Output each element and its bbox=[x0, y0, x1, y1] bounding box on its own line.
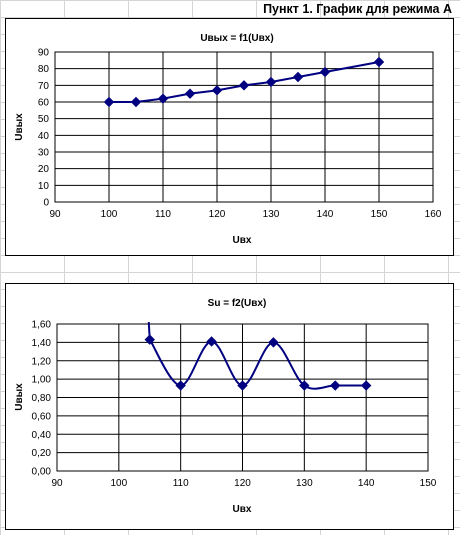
chart-2-series-line bbox=[148, 339, 367, 390]
chart-1-y-tick-label: 0 bbox=[43, 198, 49, 209]
chart-2-y-tick-label: 0,40 bbox=[32, 430, 52, 441]
chart-1-data-point[interactable] bbox=[373, 56, 385, 68]
chart-1-x-tick-label: 110 bbox=[155, 209, 171, 220]
chart-1-data-point[interactable] bbox=[184, 88, 196, 99]
chart-1-title: Uвых = f1(Uвх) bbox=[200, 33, 273, 44]
chart-2-x-tick-label: 110 bbox=[173, 478, 189, 489]
chart-1-y-tick-label: 20 bbox=[38, 164, 50, 175]
chart-2-x-tick-label: 100 bbox=[110, 478, 127, 489]
chart-1-x-tick-label: 130 bbox=[263, 209, 280, 220]
chart-1-x-axis-label: Uвх bbox=[233, 235, 252, 246]
chart-2-data-point[interactable] bbox=[237, 380, 248, 391]
chart-1-y-tick-label: 40 bbox=[38, 131, 50, 142]
chart-1-x-tick-label: 90 bbox=[49, 209, 61, 220]
chart-2-y-tick-label: 1,40 bbox=[32, 338, 52, 349]
chart-2-data-point[interactable] bbox=[330, 380, 341, 391]
chart-2-y-tick-label: 0,60 bbox=[32, 411, 52, 422]
chart-1-plot-area bbox=[54, 51, 434, 203]
page-title: Пункт 1. График для режима А bbox=[263, 2, 452, 16]
chart-2-x-tick-label: 120 bbox=[234, 478, 251, 489]
chart-2-svg: Su = f2(Uвх) 90 100 110 120 130 140 150 0,00 0,20… bbox=[14, 298, 437, 515]
chart-1-y-tick-label: 10 bbox=[38, 181, 50, 192]
chart-1-y-tick-label: 30 bbox=[38, 148, 50, 159]
chart-1-data-point[interactable] bbox=[265, 76, 277, 88]
chart-2-plot-area bbox=[56, 323, 429, 472]
chart-1-data-point[interactable] bbox=[319, 66, 331, 78]
chart-2-data-point[interactable] bbox=[206, 336, 217, 347]
chart-1-data-point[interactable] bbox=[157, 93, 169, 104]
chart-2-data-point[interactable] bbox=[360, 380, 372, 391]
chart-2-x-tick-label: 140 bbox=[358, 478, 375, 489]
chart-2-data-point[interactable] bbox=[268, 337, 279, 348]
chart-1-data-point[interactable] bbox=[292, 71, 304, 83]
chart-1-x-tick-label: 140 bbox=[317, 209, 334, 220]
chart-uout-vs-uin[interactable]: Uвых = f1(Uвх) 90 100 110 120 130 140 150 160 0 10… bbox=[5, 18, 454, 256]
chart-2-data-point[interactable] bbox=[175, 380, 186, 391]
chart-2-y-tick-label: 1,00 bbox=[32, 375, 52, 386]
chart-1-y-tick-label: 70 bbox=[38, 81, 50, 92]
chart-1-x-tick-label: 120 bbox=[209, 209, 226, 220]
chart-1-y-axis-label: Uвых bbox=[14, 113, 25, 141]
chart-1-data-point[interactable] bbox=[103, 96, 115, 108]
chart-1-x-tick-label: 100 bbox=[101, 209, 118, 220]
chart-2-y-tick-label: 1,20 bbox=[32, 356, 52, 367]
chart-1-data-point[interactable] bbox=[130, 96, 142, 108]
chart-su-vs-uin[interactable]: Su = f2(Uвх) 90 100 110 120 130 140 150 0,00 0,20… bbox=[5, 283, 454, 530]
chart-1-y-tick-label: 90 bbox=[38, 48, 50, 59]
chart-1-data-point[interactable] bbox=[238, 80, 250, 91]
chart-2-x-tick-label: 130 bbox=[296, 478, 313, 489]
chart-1-y-tick-label: 60 bbox=[38, 98, 50, 109]
chart-2-title: Su = f2(Uвх) bbox=[208, 298, 267, 309]
chart-1-y-tick-label: 80 bbox=[38, 64, 50, 75]
chart-1-y-tick-label: 50 bbox=[38, 114, 50, 125]
chart-2-data-point[interactable] bbox=[144, 334, 155, 345]
chart-1-data-point[interactable] bbox=[211, 85, 223, 96]
chart-1-series-line bbox=[109, 61, 380, 103]
chart-2-x-tick-label: 150 bbox=[420, 478, 437, 489]
chart-1-svg: Uвых = f1(Uвх) 90 100 110 120 130 140 150 160 0 10… bbox=[14, 33, 442, 246]
chart-2-data-point[interactable] bbox=[299, 380, 310, 391]
chart-2-x-tick-label: 90 bbox=[51, 478, 63, 489]
chart-2-y-tick-label: 1,60 bbox=[32, 320, 52, 331]
chart-2-y-tick-label: 0,00 bbox=[32, 467, 52, 478]
chart-2-y-tick-label: 0,80 bbox=[32, 393, 52, 404]
chart-1-x-tick-label: 150 bbox=[371, 209, 388, 220]
chart-1-x-tick-label: 160 bbox=[425, 209, 442, 220]
chart-2-y-tick-label: 0,20 bbox=[32, 448, 52, 459]
chart-2-y-axis-label: Uвых bbox=[14, 383, 25, 411]
chart-2-x-axis-label: Uвх bbox=[233, 504, 252, 515]
